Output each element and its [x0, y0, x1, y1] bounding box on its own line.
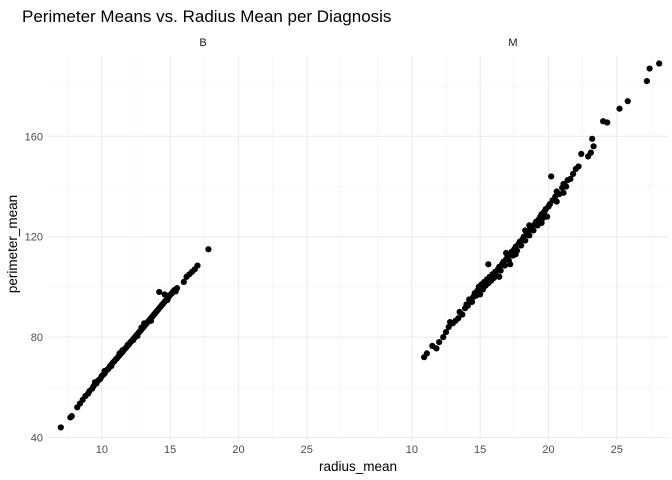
scatter-point-m [563, 183, 570, 190]
scatter-point-m [436, 339, 443, 346]
scatter-point-b [141, 320, 148, 327]
scatter-point-b [147, 317, 155, 324]
scatter-point-m [656, 60, 663, 67]
scatter-point-b [91, 379, 99, 386]
scatter-point-m [459, 311, 466, 318]
facet-panel-m [358, 56, 668, 440]
scatter-point-m [530, 227, 537, 234]
scatter-point-m [526, 232, 533, 239]
x-tick-label: 25 [611, 444, 623, 456]
scatter-point-m [522, 237, 529, 244]
scatter-point-m [455, 315, 462, 322]
scatter-point-b [134, 332, 141, 340]
scatter-point-m [589, 135, 596, 142]
scatter-point-b [108, 362, 115, 370]
x-tick-label: 15 [474, 444, 486, 456]
scatter-point-m [616, 105, 623, 112]
scatter-point-m [526, 222, 533, 229]
scatter-point-m [423, 350, 430, 357]
y-axis-ticks: 40 80 120 160 [25, 131, 43, 444]
scatter-point-m [578, 150, 585, 157]
scatter-point-m [440, 334, 447, 341]
scatter-point-b [119, 347, 126, 354]
scatter-point-b [68, 413, 75, 420]
scatter-point-m [624, 98, 631, 105]
grid-m [358, 56, 668, 440]
scatter-point-m [503, 249, 510, 257]
scatter-point-m [575, 163, 582, 170]
scatter-point-m [569, 170, 577, 178]
facet-panel-b [48, 56, 358, 440]
scatter-point-m [604, 119, 611, 126]
scatter-point-b [164, 296, 171, 304]
scatter-point-m [496, 273, 503, 280]
scatter-point-m [567, 175, 574, 183]
scatter-point-b [161, 291, 168, 298]
x-tick-label: 10 [96, 444, 108, 456]
scatter-point-b [180, 278, 187, 285]
scatter-point-b [124, 341, 131, 348]
facet-strip-label-b: B [199, 37, 206, 49]
x-tick-label: 20 [542, 444, 554, 456]
x-tick-label: 10 [406, 444, 418, 456]
scatter-point-m [507, 261, 514, 268]
scatter-point-b [156, 288, 163, 296]
scatter-point-m [477, 291, 484, 298]
scatter-point-b [205, 246, 212, 253]
facet-strip-label-m: M [508, 37, 517, 49]
y-tick-label: 80 [31, 332, 43, 344]
scatter-point-m [485, 261, 492, 268]
scatter-point-m [464, 302, 471, 309]
x-axis-ticks-b: 10 15 20 25 [96, 444, 313, 456]
y-tick-label: 40 [31, 432, 43, 444]
x-tick-label: 25 [301, 444, 313, 456]
scatter-point-m [646, 65, 653, 72]
scatter-point-m [544, 213, 551, 220]
y-axis-title: perimeter_mean [5, 195, 20, 293]
x-axis-ticks-m: 10 15 20 25 [406, 444, 623, 456]
scatter-point-m [643, 78, 650, 85]
scatter-point-m [445, 323, 452, 331]
scatter-point-m [538, 219, 545, 226]
chart-title: Perimeter Means vs. Radius Mean per Diag… [22, 7, 391, 26]
y-tick-label: 160 [25, 131, 43, 143]
scatter-point-m [548, 173, 555, 180]
scatter-point-m [553, 198, 560, 205]
scatter-point-m [512, 251, 519, 258]
scatter-point-b [130, 337, 137, 344]
scatter-point-b [57, 424, 64, 431]
scatter-point-m [433, 345, 440, 352]
scatter-point-m [590, 143, 597, 150]
scatter-point-m [587, 149, 594, 156]
scatter-point-m [468, 298, 476, 306]
scatter-point-b [172, 288, 179, 295]
scatter-point-m [560, 189, 567, 196]
scatter-point-m [518, 242, 525, 249]
points-b [57, 246, 212, 431]
x-tick-label: 15 [164, 444, 176, 456]
scatter-point-m [442, 328, 450, 336]
scatter-point-m [497, 267, 504, 274]
scatter-point-m [522, 227, 529, 234]
scatter-point-b [101, 367, 108, 375]
points-m [421, 60, 663, 361]
scatter-point-m [501, 262, 508, 269]
x-tick-label: 20 [232, 444, 244, 456]
y-tick-label: 120 [25, 232, 43, 244]
x-axis-title: radius_mean [319, 459, 397, 474]
scatter-point-b [194, 262, 201, 269]
